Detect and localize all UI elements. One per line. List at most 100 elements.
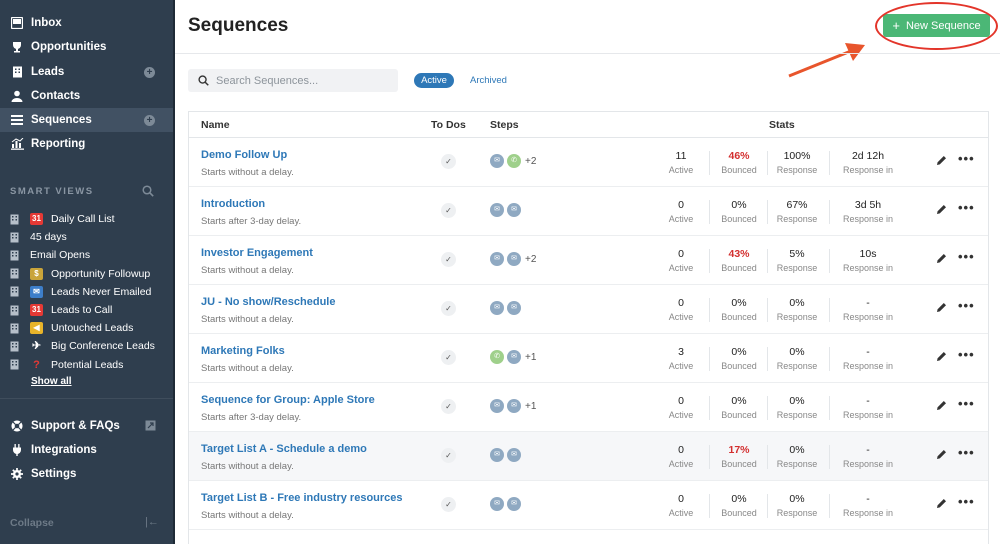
stat-response-in: 2d 12h Response in <box>838 150 898 175</box>
stat-response: 0% Response <box>767 297 827 322</box>
tab-archived[interactable]: Archived <box>470 75 507 86</box>
more-options-icon[interactable]: ••• <box>958 151 975 166</box>
smart-view-item[interactable]: 31 Daily Call List <box>10 210 173 228</box>
stat-value: 0% <box>789 493 805 505</box>
sequence-name-link[interactable]: JU - No show/Reschedule <box>201 296 336 308</box>
table-row[interactable]: Investor Engagement Starts without a dela… <box>189 236 988 285</box>
stat-label: Response in <box>842 459 894 469</box>
stat-value: 11 <box>675 150 687 162</box>
smart-view-item[interactable]: 31 Leads to Call <box>10 301 173 319</box>
sequence-name-link[interactable]: Demo Follow Up <box>201 149 288 161</box>
smart-view-label: Potential Leads <box>51 358 124 371</box>
table-row[interactable]: Marketing Folks Starts without a delay. ✓ ✆… <box>189 334 988 383</box>
nav-item-settings[interactable]: Settings <box>0 462 173 486</box>
more-options-icon[interactable]: ••• <box>958 298 975 313</box>
table-row[interactable]: Target List B - Free industry resources S… <box>189 481 988 530</box>
pencil-icon[interactable] <box>936 155 947 166</box>
table-row[interactable]: Demo Follow Up Starts without a delay. ✓ ✉ ✆… <box>189 138 988 187</box>
collapse-button[interactable]: Collapse <box>10 517 54 529</box>
table-row[interactable]: Target List A - Schedule a demo Starts wi… <box>189 432 988 481</box>
pencil-icon[interactable] <box>936 253 947 264</box>
stat-label: Response in <box>842 263 894 273</box>
stat-label: Bounced <box>721 165 757 175</box>
more-options-icon[interactable]: ••• <box>958 494 975 509</box>
more-options-icon[interactable]: ••• <box>958 445 975 460</box>
column-header-stats: Stats <box>769 119 795 131</box>
stat-response-in: 3d 5h Response in <box>838 199 898 224</box>
stat-response: 0% Response <box>767 395 827 420</box>
pencil-icon[interactable] <box>936 449 947 460</box>
question-icon: ? <box>33 358 40 371</box>
steps-group: ✉ ✆ +2 <box>490 154 536 168</box>
add-lead-button[interactable]: + <box>144 66 155 78</box>
sequence-name-link[interactable]: Sequence for Group: Apple Store <box>201 394 375 406</box>
pencil-icon[interactable] <box>936 204 947 215</box>
nav-item-support[interactable]: Support & FAQs <box>0 414 173 438</box>
header-divider <box>175 53 1000 54</box>
smart-view-item[interactable]: $ Opportunity Followup <box>10 265 173 283</box>
stat-separator <box>709 200 710 224</box>
nav-item-reporting[interactable]: Reporting <box>0 132 173 156</box>
header-divider <box>189 137 988 138</box>
smart-view-item[interactable]: ◀ Untouched Leads <box>10 319 173 337</box>
stat-separator <box>767 298 768 322</box>
pencil-icon[interactable] <box>936 400 947 411</box>
search-icon[interactable] <box>142 185 154 197</box>
stat-value: 10s <box>859 248 877 260</box>
smart-view-item[interactable]: ? Potential Leads <box>10 356 173 374</box>
sequence-name-link[interactable]: Introduction <box>201 198 266 210</box>
search-box[interactable] <box>188 69 398 92</box>
smart-view-item[interactable]: Email Opens <box>10 246 173 264</box>
sequence-name-link[interactable]: Target List B - Free industry resources <box>201 492 403 504</box>
stat-value: 3 <box>678 346 684 358</box>
table-row[interactable]: JU - No show/Reschedule Starts without a … <box>189 285 988 334</box>
nav-item-sequences[interactable]: Sequences + <box>0 108 173 132</box>
stat-value: 2d 12h <box>851 150 885 162</box>
add-sequence-button[interactable]: + <box>144 114 155 126</box>
stat-label: Response <box>776 312 818 322</box>
nav-item-integrations[interactable]: Integrations <box>0 438 173 462</box>
pencil-icon[interactable] <box>936 498 947 509</box>
checkmark-icon: ✓ <box>441 497 456 512</box>
smart-view-item[interactable]: ✉ Leads Never Emailed <box>10 283 173 301</box>
nav-item-inbox[interactable]: Inbox <box>0 11 173 35</box>
smart-view-item[interactable]: ✈ Big Conference Leads <box>10 337 173 355</box>
more-options-icon[interactable]: ••• <box>958 347 975 362</box>
stat-value: 0% <box>789 444 805 456</box>
stat-separator <box>709 249 710 273</box>
stat-value: 0% <box>789 395 805 407</box>
stat-label: Active <box>668 312 694 322</box>
pencil-icon[interactable] <box>936 351 947 362</box>
nav-label: Inbox <box>31 17 62 29</box>
pencil-icon[interactable] <box>936 302 947 313</box>
smart-view-item[interactable]: 45 days <box>10 228 173 246</box>
column-header-name[interactable]: Name <box>201 119 230 131</box>
stat-value: 0 <box>678 395 684 407</box>
smart-view-label: Email Opens <box>30 249 91 262</box>
sequence-name-link[interactable]: Investor Engagement <box>201 247 313 259</box>
sequence-name-link[interactable]: Target List A - Schedule a demo <box>201 443 367 455</box>
nav-item-opportunities[interactable]: Opportunities <box>0 35 173 59</box>
stat-label: Response <box>776 214 818 224</box>
more-options-icon[interactable]: ••• <box>958 200 975 215</box>
stat-label: Active <box>668 459 694 469</box>
show-all-link[interactable]: Show all <box>31 376 72 387</box>
stat-bounced: 0% Bounced <box>709 199 769 224</box>
smart-view-label: Untouched Leads <box>51 322 134 335</box>
nav-label: Opportunities <box>31 41 107 53</box>
nav-label: Sequences <box>31 114 92 126</box>
stat-active: 3 Active <box>651 346 711 371</box>
sequence-name-link[interactable]: Marketing Folks <box>201 345 285 357</box>
stat-bounced: 0% Bounced <box>709 493 769 518</box>
stat-value: 0 <box>678 199 684 211</box>
stat-separator <box>709 494 710 518</box>
search-input[interactable] <box>216 74 386 87</box>
table-row[interactable]: Introduction Starts after 3-day delay. ✓ ✉ ✉… <box>189 187 988 236</box>
tab-active[interactable]: Active <box>414 73 454 88</box>
nav-item-leads[interactable]: Leads + <box>0 60 173 84</box>
table-row[interactable]: Sequence for Group: Apple Store Starts af… <box>189 383 988 432</box>
nav-item-contacts[interactable]: Contacts <box>0 84 173 108</box>
more-options-icon[interactable]: ••• <box>958 396 975 411</box>
more-options-icon[interactable]: ••• <box>958 249 975 264</box>
collapse-icon[interactable]: |← <box>145 516 159 528</box>
